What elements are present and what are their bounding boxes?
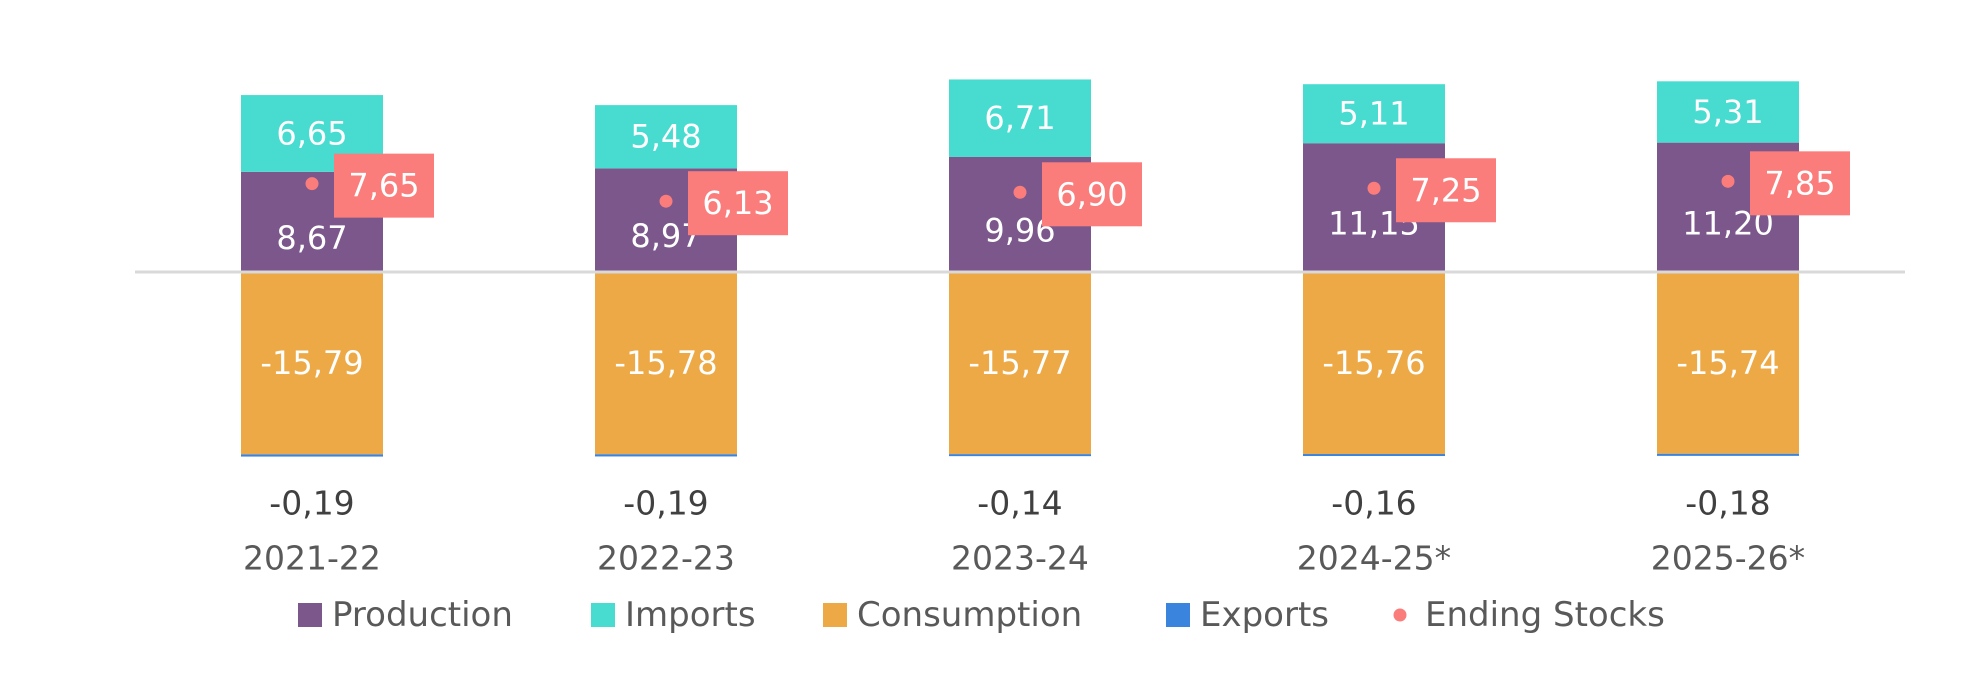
data-label-exports: -0,14 — [977, 484, 1062, 523]
bar-layer — [241, 79, 1799, 457]
ending-stocks-point — [1367, 181, 1381, 195]
x-tick-label: 2021-22 — [243, 539, 381, 578]
data-label-consumption: -15,74 — [1676, 344, 1779, 382]
data-label-exports: -0,18 — [1685, 484, 1770, 523]
bar-consumption — [949, 272, 1091, 455]
data-label-imports: 5,31 — [1692, 93, 1763, 131]
bar-exports — [1303, 454, 1445, 457]
ending-stocks-layer: 7,65 6,13 6,90 7,25 7,85 — [305, 151, 1850, 236]
bar-consumption — [1657, 272, 1799, 454]
bar-imports — [595, 105, 737, 169]
legend-swatch-consumption — [823, 603, 847, 627]
legend-label-production: Production — [332, 595, 513, 635]
bar-exports — [595, 454, 737, 457]
legend-label-consumption: Consumption — [857, 595, 1082, 635]
data-label-consumption: -15,77 — [968, 344, 1071, 382]
bar-consumption — [241, 272, 383, 455]
data-label-production: 8,67 — [276, 219, 347, 257]
data-label-ending-stocks: 7,65 — [348, 167, 419, 205]
legend-marker-ending-stocks — [1393, 608, 1407, 622]
ending-stocks-label-box — [334, 153, 434, 218]
data-label-consumption: -15,76 — [1322, 344, 1425, 382]
bar-imports — [949, 79, 1091, 157]
bar-imports — [1303, 84, 1445, 144]
x-tick-label: 2023-24 — [951, 539, 1089, 578]
data-label-exports: -0,16 — [1331, 484, 1416, 523]
ending-stocks-label-box — [1042, 162, 1142, 227]
data-label-imports: 6,65 — [276, 114, 347, 152]
data-label-imports: 5,11 — [1338, 95, 1409, 133]
data-label-imports: 6,71 — [984, 99, 1055, 137]
data-label-exports: -0,19 — [269, 484, 354, 523]
ending-stocks-point — [305, 177, 319, 191]
ending-stocks-label-box — [688, 171, 788, 236]
bar-imports — [1657, 81, 1799, 143]
bar-exports — [241, 454, 383, 457]
data-label-consumption: -15,79 — [260, 344, 363, 382]
data-label-exports: -0,19 — [623, 484, 708, 523]
bar-consumption — [595, 272, 737, 455]
ending-stocks-point — [659, 194, 673, 208]
data-label-ending-stocks: 6,90 — [1056, 175, 1127, 213]
x-tick-label: 2025-26* — [1651, 539, 1805, 578]
legend-label-exports: Exports — [1200, 595, 1329, 635]
legend-swatch-production — [298, 603, 322, 627]
bar-exports — [949, 454, 1091, 457]
data-label-ending-stocks: 7,85 — [1764, 164, 1835, 202]
legend-swatch-exports — [1166, 603, 1190, 627]
ending-stocks-point — [1013, 185, 1027, 199]
x-tick-label: 2022-23 — [597, 539, 735, 578]
data-label-imports: 5,48 — [630, 118, 701, 156]
legend-label-ending-stocks: Ending Stocks — [1425, 595, 1665, 635]
bar-consumption — [1303, 272, 1445, 455]
data-label-consumption: -15,78 — [614, 344, 717, 382]
ending-stocks-point — [1721, 174, 1735, 188]
x-tick-label: 2024-25* — [1297, 539, 1451, 578]
data-label-ending-stocks: 7,25 — [1410, 171, 1481, 209]
ending-stocks-label-box — [1750, 151, 1850, 216]
data-label-ending-stocks: 6,13 — [702, 184, 773, 222]
bar-exports — [1657, 453, 1799, 456]
legend-swatch-imports — [591, 603, 615, 627]
legend: Production Imports Consumption Exports Endin… — [298, 595, 1665, 635]
ending-stocks-label-box — [1396, 158, 1496, 223]
legend-label-imports: Imports — [625, 595, 756, 635]
